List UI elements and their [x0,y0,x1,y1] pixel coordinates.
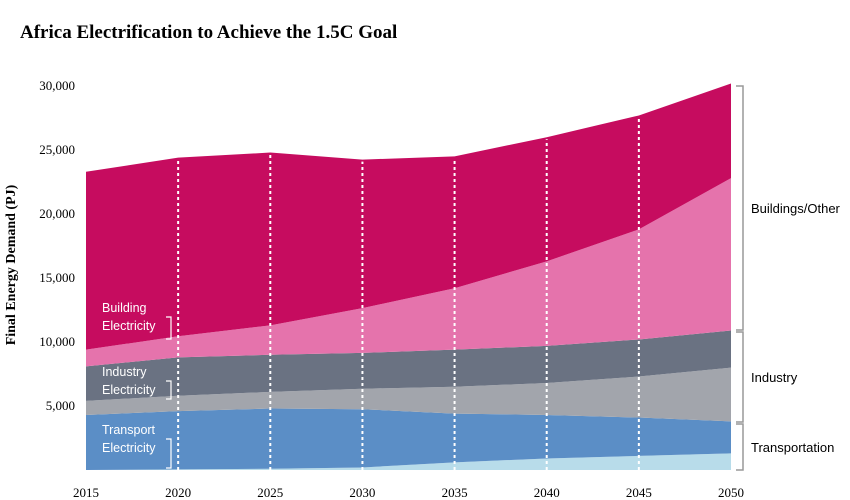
y-axis-title: Final Energy Demand (PJ) [4,184,19,345]
y-tick-label: 20,000 [39,206,75,221]
industry-electricity-label-line1: Industry [102,365,147,379]
x-tick-label: 2040 [534,485,560,500]
area-building-other [86,83,731,350]
chart-title: Africa Electrification to Achieve the 1.… [20,22,397,43]
x-tick-label: 2050 [718,485,744,500]
building-electricity-bracket [166,316,172,340]
stacked-areas [86,83,731,470]
transport-electricity-bracket [166,438,172,469]
y-tick-label: 30,000 [39,78,75,93]
industry-electricity-label-line2: Electricity [102,383,156,397]
x-tick-label: 2025 [257,485,283,500]
y-tick-label: 15,000 [39,270,75,285]
inline-series-labels: Building Electricity Industry Electricit… [102,301,172,469]
industry-bracket [736,331,744,423]
x-tick-label: 2045 [626,485,652,500]
x-tick-label: 2020 [165,485,191,500]
area-building-electricity [86,178,731,367]
y-tick-label: 25,000 [39,142,75,157]
building-electricity-label-line1: Building [102,301,147,315]
building-electricity-label-line2: Electricity [102,319,156,333]
y-tick-label: 5,000 [46,398,75,413]
group-brackets: Buildings/Other Industry Transportation [736,85,841,471]
area-industry-other [86,330,731,401]
area-industry-electricity [86,367,731,422]
y-tick-label: 10,000 [39,334,75,349]
x-tick-label: 2015 [73,485,99,500]
group-label-transportation: Transportation [751,440,834,455]
transport-electricity-label-line1: Transport [102,423,156,437]
industry-electricity-bracket [166,380,172,400]
x-tick-label: 2035 [442,485,468,500]
group-label-buildings: Buildings/Other [751,201,841,216]
transport-electricity-label-line2: Electricity [102,441,156,455]
x-tick-label: 2030 [349,485,375,500]
area-transport-electricity [86,453,731,470]
area-transport-other [86,408,731,470]
group-label-industry: Industry [751,370,798,385]
buildings-bracket [736,85,744,331]
y-tick-labels: 5,000 10,000 15,000 20,000 25,000 30,000 [39,78,75,413]
vertical-gridlines [177,117,640,470]
x-tick-labels: 2015 2020 2025 2030 2035 2040 2045 2050 [73,485,744,500]
transportation-bracket [736,423,744,471]
